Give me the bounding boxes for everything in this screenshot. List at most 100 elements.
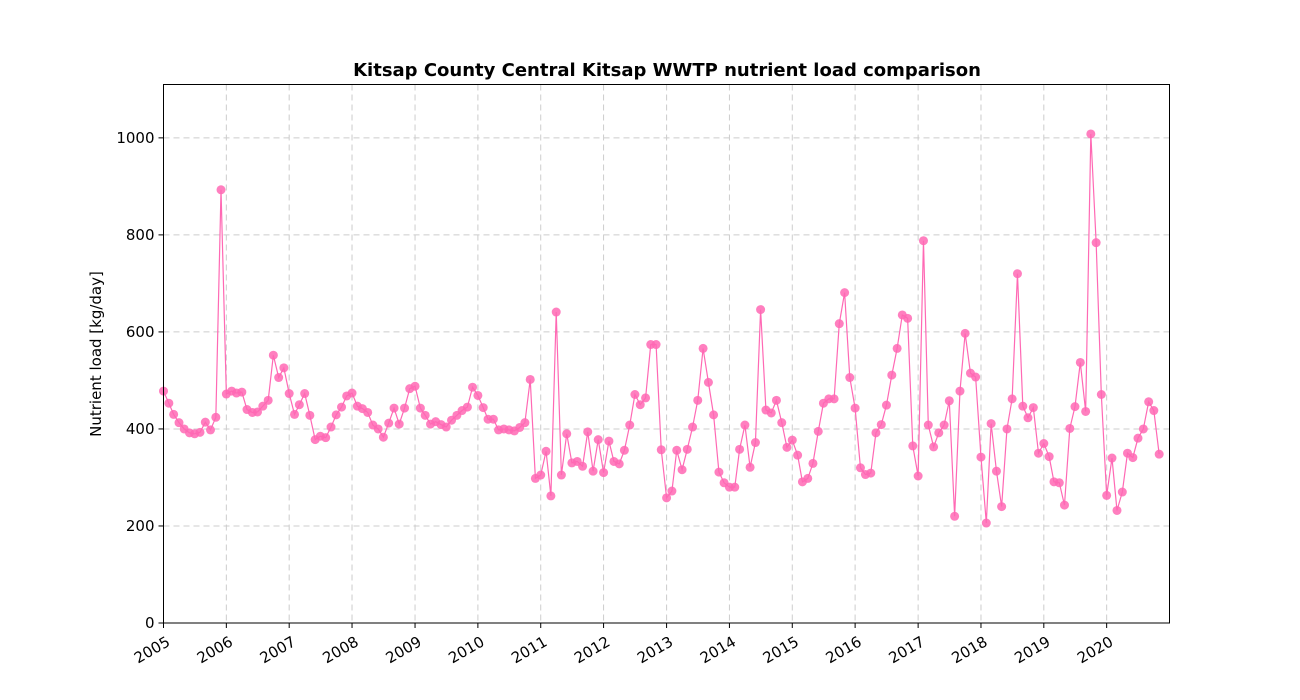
x-tick-label: 2016 bbox=[823, 633, 865, 668]
data-point bbox=[1112, 505, 1122, 515]
data-point bbox=[1023, 413, 1033, 423]
data-point bbox=[808, 458, 818, 468]
data-point bbox=[614, 459, 624, 469]
data-point bbox=[630, 390, 640, 399]
y-tick-label: 200 bbox=[126, 517, 155, 535]
data-point bbox=[478, 403, 488, 413]
x-tick-label: 2005 bbox=[131, 633, 173, 668]
data-point bbox=[441, 422, 451, 432]
data-point bbox=[1091, 238, 1101, 248]
data-point bbox=[462, 402, 472, 412]
x-tick-label: 2010 bbox=[445, 633, 487, 668]
data-point bbox=[1059, 500, 1069, 510]
data-point bbox=[541, 446, 551, 456]
series-layer bbox=[159, 129, 1164, 528]
data-point bbox=[651, 340, 661, 350]
y-tick-label: 800 bbox=[126, 226, 155, 244]
x-tick-label: 2019 bbox=[1011, 633, 1053, 668]
data-point bbox=[693, 395, 703, 405]
data-point bbox=[876, 420, 886, 430]
data-point bbox=[981, 518, 991, 528]
data-point bbox=[604, 436, 614, 446]
data-point bbox=[1012, 269, 1022, 279]
y-tick-label: 1000 bbox=[116, 129, 154, 147]
data-point bbox=[1096, 390, 1106, 399]
data-point bbox=[1138, 424, 1148, 434]
data-point bbox=[903, 313, 913, 323]
data-point bbox=[1070, 402, 1080, 412]
data-point bbox=[740, 420, 750, 430]
data-point bbox=[378, 432, 388, 442]
data-point bbox=[195, 427, 205, 437]
data-point bbox=[211, 412, 221, 422]
data-point bbox=[845, 373, 855, 383]
data-point bbox=[641, 393, 651, 403]
data-point bbox=[850, 403, 860, 413]
data-point bbox=[986, 419, 996, 429]
data-point bbox=[326, 422, 336, 432]
data-point bbox=[331, 410, 341, 420]
x-tick-label: 2018 bbox=[949, 633, 991, 668]
series-line bbox=[162, 133, 1160, 524]
data-point bbox=[960, 328, 970, 338]
x-tick-label: 2008 bbox=[320, 633, 362, 668]
data-point bbox=[546, 491, 556, 501]
data-point bbox=[698, 343, 708, 353]
data-point bbox=[1149, 406, 1159, 416]
data-point bbox=[216, 185, 226, 195]
data-point bbox=[410, 381, 420, 391]
x-axis: 2005 2006 2007 2008 2009 2010 2011 2012 2013 2014… bbox=[131, 623, 1116, 667]
data-point bbox=[934, 428, 944, 438]
data-point bbox=[258, 401, 268, 411]
data-point bbox=[944, 396, 954, 406]
data-point bbox=[672, 445, 682, 455]
data-point bbox=[829, 394, 839, 404]
x-tick-label: 2013 bbox=[634, 633, 676, 668]
y-tick-label: 400 bbox=[126, 420, 155, 438]
data-point bbox=[887, 370, 897, 380]
data-point bbox=[284, 389, 294, 399]
x-tick-label: 2007 bbox=[257, 633, 299, 668]
data-point bbox=[525, 374, 535, 384]
data-point bbox=[200, 417, 210, 427]
y-tick-label: 600 bbox=[126, 323, 155, 341]
data-point bbox=[625, 420, 635, 430]
data-point bbox=[174, 418, 184, 428]
data-point bbox=[321, 433, 331, 443]
x-tick-label: 2014 bbox=[697, 633, 739, 668]
data-point bbox=[787, 435, 797, 445]
data-point bbox=[1039, 439, 1049, 448]
data-point bbox=[578, 461, 588, 471]
y-axis: 0 200 400 600 800 1000 bbox=[116, 129, 164, 632]
data-point bbox=[682, 444, 692, 454]
data-point bbox=[750, 438, 760, 448]
x-tick-label: 2012 bbox=[571, 633, 613, 668]
data-point bbox=[394, 419, 404, 429]
data-point bbox=[703, 377, 713, 387]
data-point bbox=[1033, 448, 1043, 458]
data-point bbox=[551, 307, 561, 317]
x-tick-label: 2020 bbox=[1074, 633, 1116, 668]
data-point bbox=[237, 387, 247, 397]
data-point bbox=[709, 410, 719, 420]
data-point bbox=[688, 422, 698, 432]
data-point bbox=[635, 400, 645, 410]
data-point bbox=[1081, 406, 1091, 416]
data-point bbox=[520, 418, 530, 428]
data-point bbox=[871, 428, 881, 438]
data-point bbox=[1107, 453, 1117, 463]
data-point bbox=[667, 486, 677, 496]
data-point bbox=[793, 450, 803, 460]
data-point bbox=[714, 467, 724, 477]
data-point bbox=[950, 511, 960, 521]
data-point bbox=[599, 468, 609, 478]
data-point bbox=[782, 442, 792, 452]
chart-title: Kitsap County Central Kitsap WWTP nutrie… bbox=[353, 60, 981, 81]
x-tick-label: 2009 bbox=[383, 633, 425, 668]
data-point bbox=[777, 418, 787, 428]
data-point bbox=[892, 343, 902, 353]
data-point bbox=[1002, 424, 1012, 434]
data-point bbox=[881, 400, 891, 410]
data-point bbox=[976, 452, 986, 462]
data-point bbox=[908, 441, 918, 451]
